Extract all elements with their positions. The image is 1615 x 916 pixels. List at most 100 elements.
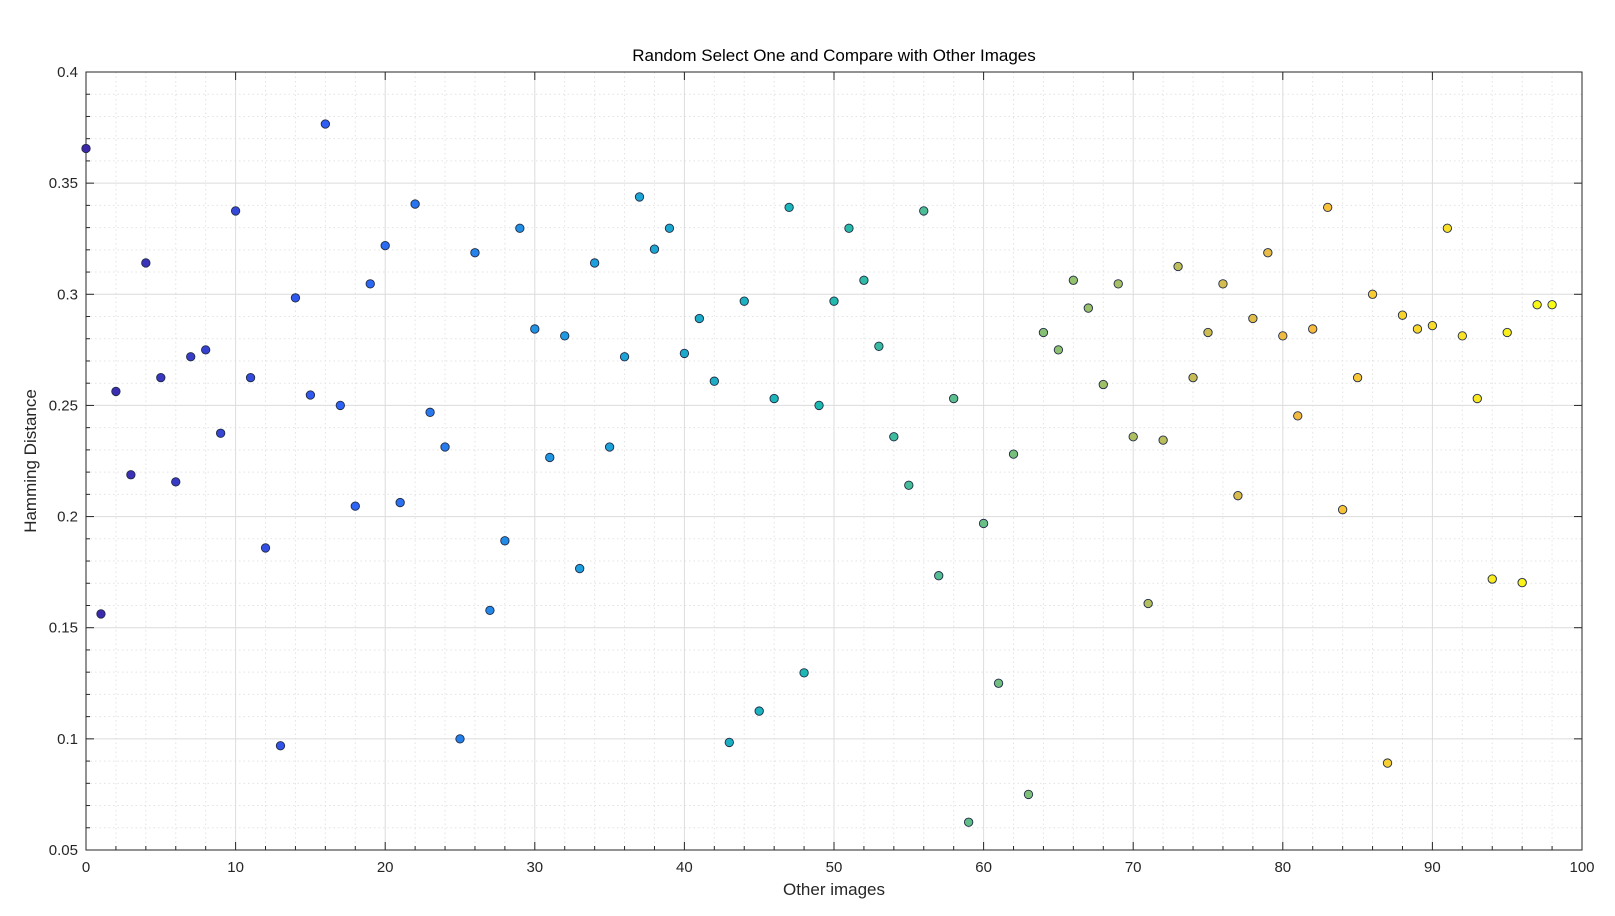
data-point <box>978 518 989 529</box>
data-point <box>126 470 136 480</box>
data-point <box>201 345 211 355</box>
x-tick-label: 60 <box>975 859 992 876</box>
major-grid <box>86 72 1582 850</box>
data-point <box>1068 275 1079 285</box>
data-point <box>1352 372 1363 383</box>
data-point <box>724 737 734 748</box>
data-point <box>1143 598 1153 609</box>
data-point <box>1502 327 1512 338</box>
data-point <box>604 442 615 452</box>
data-point <box>335 400 345 411</box>
data-point <box>874 341 884 351</box>
data-point <box>844 223 854 233</box>
data-point <box>560 331 570 341</box>
data-point <box>589 258 600 268</box>
x-tick-label: 80 <box>1274 859 1291 876</box>
data-point <box>1173 261 1183 272</box>
data-point <box>1547 300 1557 310</box>
data-point <box>1308 324 1318 334</box>
x-tick-label: 10 <box>227 859 244 876</box>
chart-title: Random Select One and Compare with Other… <box>632 46 1035 65</box>
x-tick-label: 70 <box>1125 859 1142 876</box>
data-point <box>963 817 974 827</box>
data-point <box>814 400 824 411</box>
data-point <box>664 223 675 233</box>
data-point <box>709 376 719 386</box>
y-tick-label: 0.35 <box>49 175 78 192</box>
data-point <box>350 501 360 511</box>
data-point <box>545 452 555 463</box>
data-point <box>1293 411 1303 421</box>
x-tick-label: 100 <box>1569 859 1594 876</box>
data-point <box>1278 331 1288 341</box>
axis-ticks <box>85 71 1583 851</box>
data-point <box>859 275 869 285</box>
x-tick-label: 50 <box>826 859 843 876</box>
data-point <box>1427 320 1438 331</box>
data-point <box>904 480 914 490</box>
data-point <box>245 372 256 383</box>
data-point <box>1113 279 1123 289</box>
data-point <box>186 352 196 362</box>
data-point <box>1412 324 1423 334</box>
data-point <box>784 202 794 213</box>
data-point <box>694 313 705 324</box>
data-point <box>230 206 241 216</box>
data-point <box>1098 379 1108 390</box>
data-point <box>575 563 585 574</box>
data-point <box>1128 432 1138 442</box>
data-point <box>1517 577 1527 588</box>
y-tick-label: 0.05 <box>49 842 78 859</box>
data-point <box>425 407 435 417</box>
data-point <box>649 244 660 254</box>
data-point <box>275 741 286 751</box>
data-point <box>739 296 749 306</box>
data-point <box>485 605 495 616</box>
data-point <box>320 119 331 129</box>
data-point <box>1008 449 1019 459</box>
data-point <box>141 258 151 268</box>
data-point <box>515 223 525 233</box>
x-tick-labels: 0 10 20 30 40 50 60 70 80 90 100 <box>82 859 1595 876</box>
data-point <box>1442 223 1453 233</box>
data-point <box>96 609 106 619</box>
y-tick-labels: 0.05 0.1 0.15 0.2 0.25 0.3 0.35 0.4 <box>49 64 78 859</box>
data-point <box>949 393 959 404</box>
data-point <box>81 143 91 154</box>
y-tick-label: 0.4 <box>57 64 78 81</box>
data-point <box>1218 279 1228 289</box>
x-tick-label: 0 <box>82 859 90 876</box>
y-tick-label: 0.2 <box>57 509 78 526</box>
data-point <box>799 668 809 678</box>
y-axis-label: Hamming Distance <box>21 389 40 533</box>
y-tick-label: 0.1 <box>57 731 78 748</box>
data-point <box>410 199 420 209</box>
data-point <box>634 192 645 202</box>
data-point <box>1382 758 1393 768</box>
y-tick-label: 0.3 <box>57 286 78 303</box>
data-point <box>1188 372 1198 383</box>
x-tick-label: 30 <box>526 859 543 876</box>
data-point <box>1053 345 1064 355</box>
data-point <box>1263 248 1273 258</box>
x-tick-label: 20 <box>377 859 394 876</box>
data-point <box>365 279 375 289</box>
data-point <box>934 571 944 581</box>
data-point <box>260 543 271 553</box>
data-point <box>1233 491 1243 501</box>
data-point <box>1323 202 1333 213</box>
data-point <box>829 296 839 306</box>
data-point <box>769 393 779 404</box>
data-point <box>171 477 181 487</box>
y-tick-label: 0.25 <box>49 397 78 414</box>
data-point <box>530 324 540 334</box>
data-point <box>1023 789 1034 800</box>
data-point <box>1367 289 1378 299</box>
data-point <box>1158 435 1168 445</box>
data-point <box>215 428 226 438</box>
data-point <box>1532 300 1542 310</box>
data-point <box>1472 393 1482 404</box>
data-point <box>1397 310 1408 320</box>
data-point <box>380 240 390 251</box>
x-tick-label: 90 <box>1424 859 1441 876</box>
